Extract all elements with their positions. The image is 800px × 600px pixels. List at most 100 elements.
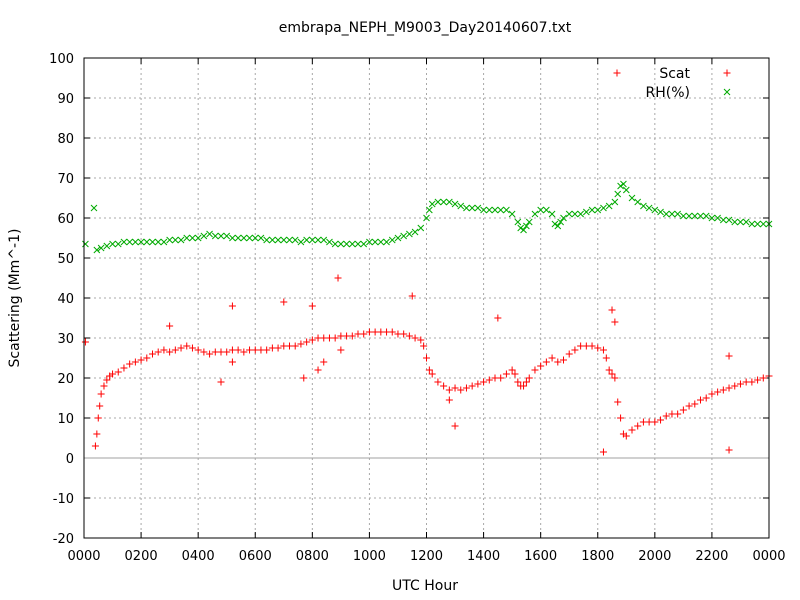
scat-point	[234, 346, 242, 354]
scat-point	[525, 374, 533, 382]
scat-point	[560, 356, 567, 364]
y-tick-label: 50	[57, 252, 74, 267]
scat-point	[554, 358, 562, 366]
rh-point	[474, 204, 482, 212]
rh-point	[114, 240, 122, 248]
rh-point	[759, 220, 767, 228]
rh-point	[109, 240, 116, 248]
scat-point	[81, 338, 89, 346]
legend: Scat RH(%)	[613, 66, 731, 101]
scat-point	[651, 418, 659, 426]
scat-point	[685, 402, 693, 410]
rh-point	[725, 216, 733, 224]
scat-point	[520, 382, 528, 390]
scat-point	[617, 414, 625, 422]
rh-point	[93, 246, 101, 254]
scat-point	[120, 364, 128, 372]
y-axis-title: Scattering (Mm^-1)	[7, 229, 23, 368]
scat-point	[511, 370, 519, 378]
rh-point	[189, 234, 196, 242]
scat-point	[360, 330, 368, 338]
scat-point	[451, 384, 459, 392]
rh-point	[126, 238, 134, 246]
scat-point	[154, 348, 162, 356]
y-tick-label: 100	[49, 52, 74, 67]
rh-point	[617, 182, 624, 190]
rh-point	[177, 236, 185, 244]
rh-point	[303, 236, 310, 244]
rh-point	[451, 200, 459, 208]
rh-point	[343, 240, 350, 248]
rh-point	[565, 210, 573, 218]
rh-point	[320, 236, 328, 244]
scat-point	[183, 342, 191, 350]
rh-point	[571, 210, 579, 218]
scat-point	[206, 350, 214, 358]
series-layer	[81, 180, 773, 456]
scat-point	[691, 400, 699, 408]
x-tick-label: 0600	[239, 549, 272, 564]
rh-point	[223, 232, 231, 240]
rh-point	[702, 212, 710, 220]
y-tick-label: -10	[53, 492, 74, 507]
rh-point	[691, 212, 699, 220]
scat-point	[314, 366, 322, 374]
scat-point	[736, 380, 744, 388]
rh-point	[754, 220, 761, 228]
scat-point	[748, 378, 756, 386]
rh-point	[548, 210, 556, 218]
scat-point	[599, 346, 607, 354]
scat-point	[223, 348, 231, 356]
scat-point	[94, 414, 102, 422]
rh-point	[543, 206, 550, 214]
scat-point	[114, 368, 122, 376]
scat-point	[497, 374, 505, 382]
scat-point	[611, 318, 619, 326]
scat-point	[331, 334, 339, 342]
scat-point	[177, 344, 185, 352]
y-axis: -20 -10 0 10 20 30 40 50 60 70 80 90 100	[49, 52, 769, 547]
scat-point	[662, 412, 670, 420]
rh-point	[577, 210, 584, 218]
rh-point	[503, 206, 510, 214]
legend-marker-scat-glyph	[723, 69, 731, 77]
legend-item-scat: Scat	[613, 66, 731, 82]
rh-point	[246, 234, 253, 242]
rh-point	[600, 204, 607, 212]
rh-point	[680, 212, 687, 220]
scat-point	[537, 362, 545, 370]
rh-point	[297, 238, 305, 246]
x-axis: 0000 0200 0400 0600 0800 1000 1200 1400 1600 1800…	[67, 58, 786, 564]
rh-point	[428, 200, 436, 208]
rh-point	[137, 238, 145, 246]
x-tick-label: 0800	[296, 549, 329, 564]
rh-point	[685, 212, 693, 220]
rh-point	[645, 204, 653, 212]
rh-point	[286, 236, 293, 244]
scat-point	[531, 366, 539, 374]
scat-point	[228, 358, 236, 366]
y-tick-label: 90	[57, 92, 74, 107]
scat-point	[194, 346, 202, 354]
rh-point	[211, 232, 219, 240]
scat-point	[405, 332, 413, 340]
rh-point	[605, 202, 613, 210]
scat-point	[420, 342, 428, 350]
scat-point	[274, 344, 282, 352]
rh-point	[269, 236, 276, 244]
rh-point	[525, 218, 533, 226]
rh-point	[337, 240, 345, 248]
x-tick-label: 2000	[638, 549, 671, 564]
rh-point	[326, 238, 333, 246]
x-tick-label: 0000	[67, 549, 100, 564]
rh-point	[551, 220, 559, 228]
scat-point	[522, 378, 530, 386]
scat-point	[300, 374, 308, 382]
rh-point	[308, 236, 316, 244]
y-tick-label: 30	[57, 332, 74, 347]
series-scat	[81, 274, 773, 456]
legend-label-scat: Scat	[659, 66, 690, 82]
rh-point	[217, 232, 225, 240]
rh-point	[614, 190, 622, 198]
rh-point	[588, 206, 596, 214]
